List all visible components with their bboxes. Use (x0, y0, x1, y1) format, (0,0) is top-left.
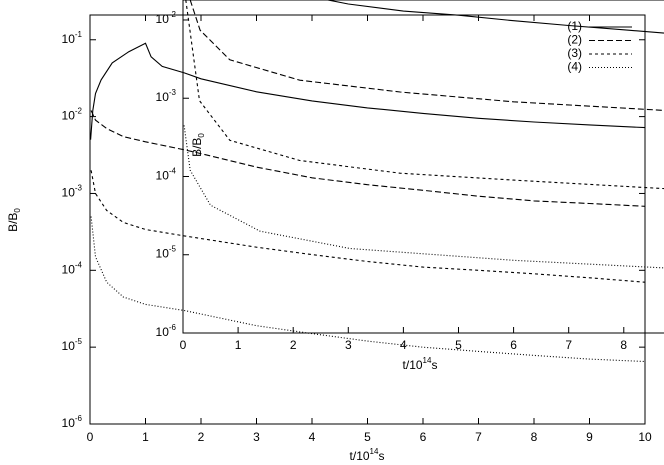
series-line (325, 0, 664, 34)
y-tick-label: 10-5 (62, 337, 83, 353)
plot-0: 0 1 2 3 4 5 6 7 8 9 10 (87, 14, 652, 444)
x-tick-label: 3 (345, 338, 352, 352)
x-axis-label: t/1014s (350, 447, 385, 463)
x-tick-label: 6 (510, 338, 517, 352)
x-tick-label: 2 (290, 338, 297, 352)
curves (183, 0, 664, 269)
y-tick-label: 10-6 (62, 414, 83, 430)
x-tick-label: 2 (198, 430, 205, 444)
plot-1: 0 1 2 3 4 5 6 7 8 (1)(2)(3)(4) (180, 0, 664, 352)
x-tick-label: 8 (620, 338, 627, 352)
legend-label: (3) (567, 46, 582, 60)
y-tick-label: 10-3 (62, 184, 83, 200)
y-tick-label: 10-3 (156, 88, 177, 104)
y-tick-label: 10-4 (62, 260, 83, 276)
y-tick-label: 10-6 (156, 323, 177, 339)
y-axis-label: B/B0 (190, 133, 206, 157)
axes-frame (182, 0, 664, 334)
legend-label: (4) (567, 60, 582, 74)
legend-label: (2) (567, 33, 582, 47)
series-line (185, 0, 664, 190)
y-axis-label: B/B0 (6, 208, 22, 232)
x-tick-label: 6 (420, 430, 427, 444)
x-tick-label: 5 (364, 430, 371, 444)
series-line (90, 42, 645, 140)
y-tick-label: 10-4 (156, 167, 177, 183)
series-line (90, 216, 645, 363)
series-line (90, 170, 645, 283)
x-tick-label: 4 (400, 338, 407, 352)
y-tick-label: 10-1 (62, 30, 83, 46)
x-tick-label: 7 (475, 430, 482, 444)
x-axis-label: t/1014s (403, 356, 438, 372)
y-tick-label: 10-5 (156, 245, 177, 261)
curves (90, 42, 645, 363)
x-tick-label: 1 (235, 338, 242, 352)
x-tick-label: 9 (586, 430, 593, 444)
x-tick-label: 1 (142, 430, 149, 444)
axes-frame (89, 14, 646, 425)
x-tick-label: 5 (455, 338, 462, 352)
x-tick-label: 8 (531, 430, 538, 444)
series-line (189, 0, 664, 111)
y-tick-label: 10-2 (156, 10, 177, 26)
x-tick-label: 0 (87, 430, 94, 444)
x-tick-label: 4 (309, 430, 316, 444)
x-tick-label: 3 (253, 430, 260, 444)
legend-label: (1) (567, 19, 582, 33)
x-tick-label: 7 (565, 338, 572, 352)
y-tick-label: 10-2 (62, 107, 83, 123)
series-line (90, 110, 645, 207)
series-line (183, 125, 664, 269)
x-tick-label: 0 (180, 338, 187, 352)
x-tick-label: 10 (638, 430, 652, 444)
